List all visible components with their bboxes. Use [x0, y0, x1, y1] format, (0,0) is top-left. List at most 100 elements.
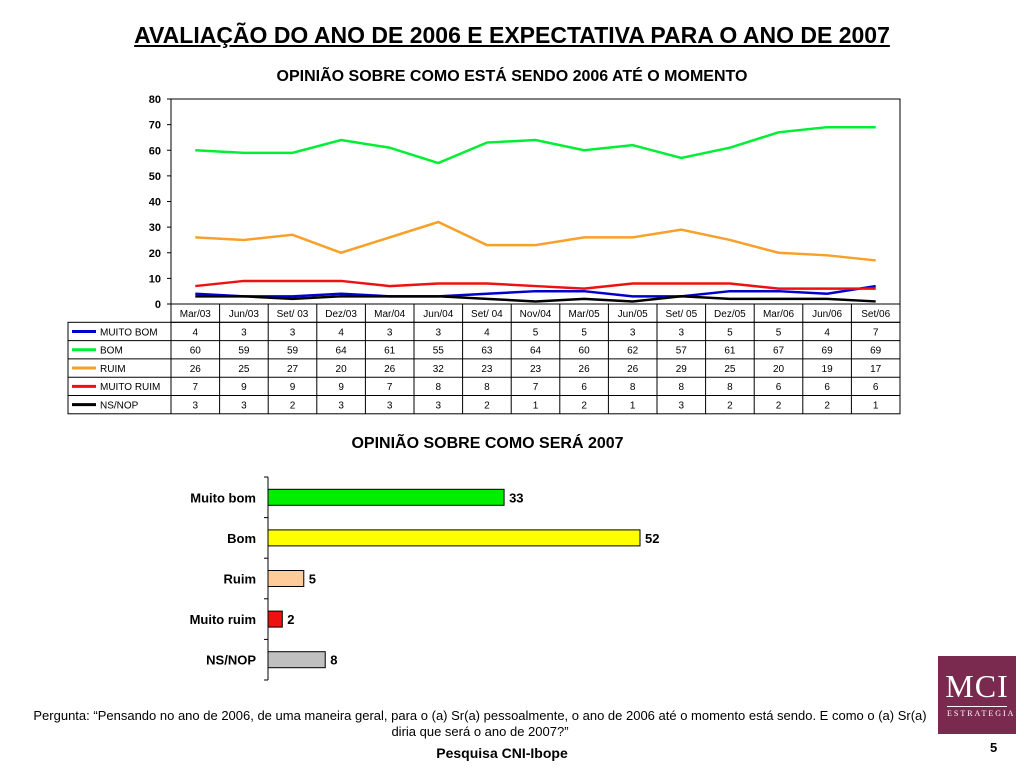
- table-cell: 3: [436, 401, 442, 412]
- y-tick-label: 80: [149, 94, 161, 106]
- table-cell: 3: [387, 327, 393, 338]
- table-cell: 4: [824, 327, 830, 338]
- table-cell: 26: [627, 364, 639, 375]
- table-cell: 59: [238, 346, 250, 357]
- table-cell: 3: [338, 401, 344, 412]
- bar-value-label: 5: [309, 572, 316, 587]
- page-title: AVALIAÇÃO DO ANO DE 2006 E EXPECTATIVA P…: [134, 22, 890, 48]
- table-cell: 25: [724, 364, 736, 375]
- table-cell: 61: [384, 346, 396, 357]
- table-cell: 6: [824, 382, 830, 393]
- table-cell: 3: [630, 327, 636, 338]
- table-cell: 57: [676, 346, 688, 357]
- series-line-ns-nop: [195, 295, 876, 303]
- table-cell: 5: [533, 327, 539, 338]
- x-category-label: Jun/05: [618, 309, 648, 320]
- table-cell: 2: [776, 401, 782, 412]
- table-cell: 23: [481, 364, 493, 375]
- x-category-label: Jun/03: [229, 309, 259, 320]
- table-cell: 8: [679, 382, 685, 393]
- table-cell: 69: [822, 346, 834, 357]
- table-cell: 5: [776, 327, 782, 338]
- table-cell: 67: [773, 346, 785, 357]
- table-cell: 2: [581, 401, 587, 412]
- source-label: Pesquisa CNI-Ibope: [436, 745, 568, 761]
- bar-category-label: Ruim: [224, 572, 257, 587]
- table-cell: 25: [238, 364, 250, 375]
- legend-label: MUITO BOM: [100, 327, 158, 338]
- bar: [267, 610, 283, 628]
- table-cell: 63: [481, 346, 493, 357]
- series-line-ruim: [195, 220, 876, 262]
- table-cell: 1: [533, 401, 539, 412]
- table-cell: 1: [630, 401, 636, 412]
- bar-category-label: Muito bom: [190, 490, 256, 505]
- table-cell: 6: [776, 382, 782, 393]
- bar-value-label: 52: [645, 531, 659, 546]
- y-tick-label: 60: [149, 145, 161, 157]
- table-cell: 8: [727, 382, 733, 393]
- x-category-label: Mar/06: [763, 309, 795, 320]
- table-cell: 8: [484, 382, 490, 393]
- table-cell: 29: [676, 364, 688, 375]
- table-cell: 64: [336, 346, 348, 357]
- table-cell: 4: [193, 327, 199, 338]
- line-chart-title: OPINIÃO SOBRE COMO ESTÁ SENDO 2006 ATÉ O…: [276, 68, 748, 85]
- x-category-label: Mar/05: [569, 309, 601, 320]
- x-category-label: Jun/06: [812, 309, 842, 320]
- bar: [267, 651, 326, 669]
- table-cell: 23: [530, 364, 542, 375]
- legend-label: BOM: [100, 346, 123, 357]
- logo-text: MCI: [945, 668, 1009, 704]
- bar: [267, 488, 505, 506]
- table-cell: 9: [241, 382, 247, 393]
- x-category-label: Dez/03: [325, 309, 357, 320]
- table-cell: 7: [873, 327, 879, 338]
- table-cell: 6: [581, 382, 587, 393]
- table-cell: 19: [822, 364, 834, 375]
- y-tick-label: 20: [149, 248, 161, 260]
- table-cell: 2: [290, 401, 296, 412]
- mci-logo: MCI ESTRATEGIA: [938, 656, 1016, 734]
- bar-category-label: NS/NOP: [206, 653, 256, 668]
- table-cell: 20: [773, 364, 785, 375]
- table-cell: 69: [870, 346, 882, 357]
- y-tick-label: 40: [149, 197, 161, 209]
- x-category-label: Mar/03: [180, 309, 212, 320]
- table-cell: 60: [190, 346, 202, 357]
- table-cell: 3: [679, 401, 685, 412]
- y-tick-label: 10: [149, 273, 161, 285]
- table-cell: 4: [338, 327, 344, 338]
- bar-value-label: 8: [330, 653, 337, 668]
- series-line-bom: [195, 125, 876, 165]
- table-cell: 6: [873, 382, 879, 393]
- x-category-label: Mar/04: [374, 309, 406, 320]
- table-cell: 32: [433, 364, 445, 375]
- table-cell: 20: [336, 364, 348, 375]
- table-cell: 26: [579, 364, 591, 375]
- table-cell: 17: [870, 364, 882, 375]
- table-cell: 26: [384, 364, 396, 375]
- line-chart-axes: 0 10 20 30 40 50 60 70 80: [149, 94, 901, 311]
- bar-value-label: 33: [509, 490, 523, 505]
- table-cell: 27: [287, 364, 299, 375]
- table-cell: 7: [533, 382, 539, 393]
- series-line-muito-ruim: [195, 279, 876, 290]
- x-category-label: Set/ 05: [665, 309, 697, 320]
- table-cell: 3: [436, 327, 442, 338]
- table-cell: 2: [484, 401, 490, 412]
- x-category-label: Jun/04: [423, 309, 453, 320]
- logo-tagline: ESTRATEGIA: [947, 706, 1013, 718]
- x-category-label: Nov/04: [520, 309, 552, 320]
- table-cell: 2: [824, 401, 830, 412]
- bar-value-label: 2: [287, 612, 294, 627]
- table-cell: 8: [630, 382, 636, 393]
- table-cell: 5: [727, 327, 733, 338]
- table-cell: 4: [484, 327, 490, 338]
- data-table: Mar/03 Jun/03 Set/ 03 Dez/03 Mar/04 Jun/04 Set…: [67, 303, 901, 415]
- survey-question: Pergunta: “Pensando no ano de 2006, de u…: [33, 708, 927, 739]
- table-cell: 26: [190, 364, 202, 375]
- table-cell: 7: [387, 382, 393, 393]
- bar-category-label: Muito ruim: [190, 612, 256, 627]
- table-cell: 61: [724, 346, 736, 357]
